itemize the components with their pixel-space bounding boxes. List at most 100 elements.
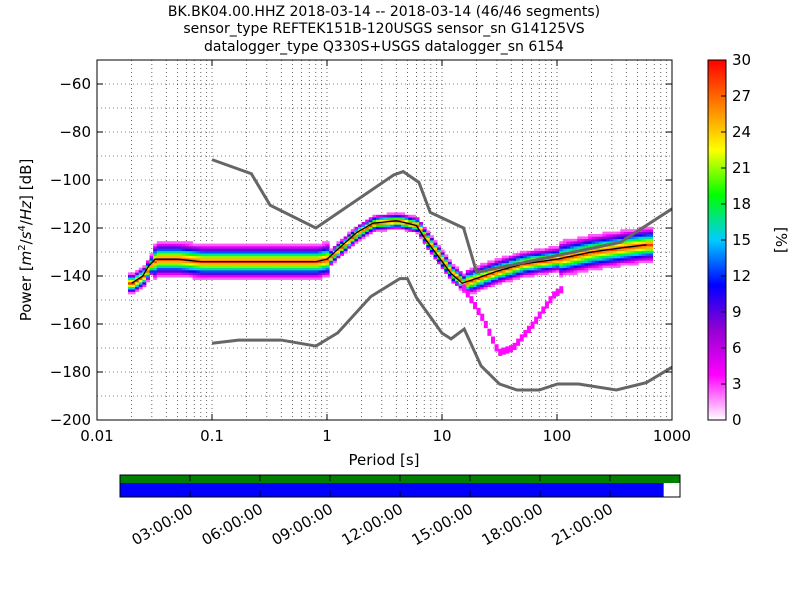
ppsd-cell (598, 238, 603, 242)
ppsd-cell (347, 241, 352, 244)
ppsd-cell (127, 282, 132, 285)
ppsd-cell (649, 260, 654, 264)
ppsd-cell (372, 219, 377, 223)
ppsd-cell (275, 255, 280, 259)
ppsd-cell (530, 321, 535, 329)
ppsd-cell (437, 252, 442, 255)
ppsd-cell (620, 258, 625, 261)
ppsd-cell (580, 250, 585, 254)
ppsd-cell (605, 253, 610, 256)
ppsd-cell (595, 248, 600, 252)
ppsd-cell (239, 277, 244, 280)
ppsd-cell (379, 226, 384, 230)
ppsd-cell (329, 262, 334, 266)
ppsd-cell (598, 248, 603, 252)
ppsd-cell (304, 274, 309, 278)
ppsd-cell (361, 236, 366, 240)
ppsd-cell (189, 243, 194, 247)
ppsd-cell (480, 265, 485, 268)
ppsd-cell (275, 243, 280, 247)
ppsd-cell (498, 270, 503, 273)
ppsd-cell (250, 243, 255, 247)
ppsd-cell (566, 270, 571, 273)
ppsd-cell (566, 258, 571, 261)
ppsd-cell (185, 243, 190, 247)
ppsd-cell (537, 272, 542, 276)
ppsd-cell (587, 258, 592, 261)
ppsd-cell (498, 279, 503, 283)
ppsd-cell (584, 250, 589, 254)
ppsd-cell (645, 238, 650, 242)
ppsd-cell (293, 272, 298, 276)
ppsd-cell (638, 248, 643, 252)
ppsd-cell (250, 277, 255, 280)
ppsd-cell (505, 258, 510, 261)
ppsd-cell (235, 272, 240, 276)
ppsd-cell (318, 267, 323, 271)
ppsd-cell (584, 262, 589, 266)
ppsd-cell (587, 238, 592, 242)
ppsd-cell (566, 248, 571, 252)
ppsd-cell (271, 255, 276, 259)
ppsd-cell (196, 243, 201, 247)
ppsd-cell (426, 244, 431, 248)
ppsd-cell (142, 265, 147, 268)
ppsd-cell (257, 248, 262, 252)
ppsd-cell (275, 246, 280, 249)
ppsd-cell (257, 253, 262, 256)
ppsd-cell (641, 260, 646, 264)
ppsd-cell (336, 250, 341, 254)
ppsd-cell (210, 272, 215, 276)
ppsd-cell (260, 246, 265, 249)
ppsd-cell (627, 248, 632, 252)
ppsd-cell (228, 265, 233, 268)
ppsd-cell (250, 248, 255, 252)
ppsd-cell (289, 262, 294, 266)
ppsd-cell (311, 255, 316, 259)
ppsd-cell (307, 243, 312, 247)
ppsd-cell (638, 250, 643, 254)
ppsd-cell (325, 253, 330, 256)
ppsd-cell (214, 258, 219, 261)
ppsd-cell (156, 272, 161, 276)
ppsd-cell (480, 267, 485, 271)
ppsd-cell (340, 238, 345, 242)
ppsd-cell (584, 270, 589, 273)
ppsd-cell (390, 217, 395, 220)
ppsd-cell (264, 258, 269, 261)
ppsd-cell (314, 246, 319, 249)
ppsd-cell (469, 274, 474, 278)
ppsd-cell (472, 274, 477, 278)
ppsd-cell (278, 265, 283, 268)
ppsd-cell (199, 250, 204, 254)
ppsd-cell (131, 289, 136, 292)
ppsd-cell (548, 296, 553, 304)
ppsd-cell (131, 277, 136, 280)
ppsd-cell (559, 241, 564, 244)
ppsd-cell (559, 262, 564, 266)
ppsd-cell (649, 226, 654, 230)
ppsd-cell (167, 255, 172, 259)
ppsd-cell (494, 274, 499, 278)
ppsd-cell (487, 328, 492, 336)
ppsd-cell (397, 224, 402, 228)
ppsd-cell (433, 240, 438, 243)
ppsd-cell (325, 260, 330, 264)
ppsd-cell (595, 236, 600, 240)
ppsd-cell (286, 272, 291, 276)
ppsd-cell (595, 234, 600, 237)
ppsd-cell (217, 272, 222, 276)
ppsd-cell (605, 238, 610, 242)
ppsd-cell (649, 253, 654, 256)
ppsd-cell (314, 274, 319, 278)
ppsd-cell (286, 270, 291, 273)
ppsd-cell (153, 246, 158, 249)
ppsd-cell (368, 217, 373, 220)
ppsd-cell (641, 255, 646, 259)
ppsd-cell (631, 229, 636, 232)
ppsd-cell (609, 241, 614, 244)
ppsd-cell (627, 231, 632, 235)
ppsd-cell (419, 229, 424, 232)
ppsd-cell (393, 222, 398, 225)
ppsd-cell (508, 274, 513, 278)
